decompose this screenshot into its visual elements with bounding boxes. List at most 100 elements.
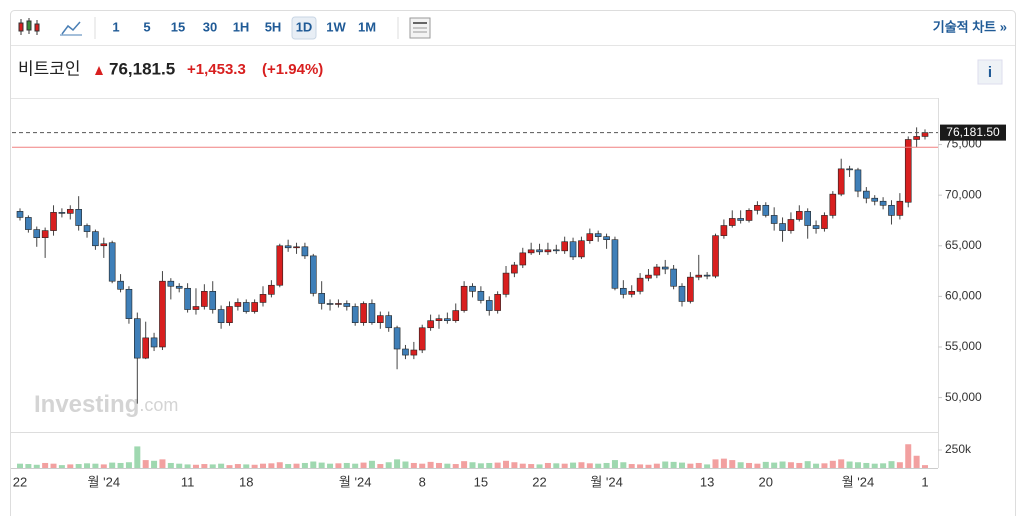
interval-button[interactable]: 1M <box>358 19 376 34</box>
x-tick-label: 월 '24 <box>842 474 875 489</box>
candle-icon[interactable] <box>18 18 40 35</box>
candle-body <box>754 204 761 211</box>
volume-bar <box>410 462 417 468</box>
candle-body <box>75 209 82 226</box>
interval-button[interactable]: 5H <box>265 19 282 34</box>
y-tick-label: 50,000 <box>945 390 982 404</box>
candle-body <box>888 204 895 216</box>
volume-bar <box>243 464 250 468</box>
volume-bar <box>922 465 928 468</box>
up-arrow <box>95 66 103 75</box>
volume-bar <box>913 455 920 468</box>
volume-bar <box>896 462 903 468</box>
candle-body <box>603 236 610 240</box>
volume-bar <box>84 463 91 468</box>
volume-bar <box>75 464 82 468</box>
interval-button[interactable]: 1D <box>296 19 313 34</box>
x-tick-label: 월 '24 <box>339 474 372 489</box>
candle-body <box>150 337 158 348</box>
volume-bar <box>653 463 660 468</box>
tech-chart-link[interactable]: 기술적 차트 » <box>933 19 1007 34</box>
candle-body <box>804 211 811 226</box>
layout-icon[interactable] <box>409 17 431 39</box>
volume-bar <box>720 458 727 468</box>
interval-button[interactable]: 1W <box>326 19 346 34</box>
interval-button[interactable]: 15 <box>171 19 185 34</box>
volume-bar <box>511 462 518 468</box>
volume-bar <box>561 463 568 468</box>
interval-selected <box>291 16 317 40</box>
candle-body <box>16 211 24 218</box>
volume-bar <box>251 464 258 468</box>
volume-bar <box>318 462 325 468</box>
volume-bar <box>637 464 644 468</box>
volume-bar <box>444 463 451 468</box>
volume-bar <box>829 460 836 468</box>
candle-body <box>762 204 770 216</box>
info-button[interactable] <box>977 59 1003 85</box>
candle-body <box>318 293 325 304</box>
candle-body <box>410 349 418 356</box>
volume-bar <box>695 462 702 468</box>
volume-bar <box>787 462 794 468</box>
volume-bar <box>662 461 669 468</box>
interval-button[interactable]: 1 <box>112 19 119 34</box>
volume-bar <box>352 463 359 468</box>
volume-bar <box>42 462 49 468</box>
candle-body <box>134 318 141 359</box>
candle-body <box>100 243 108 247</box>
y-tick-label: 65,000 <box>945 238 982 252</box>
volume-bar <box>402 461 409 468</box>
volume-bar <box>469 462 476 468</box>
candle-body <box>837 168 845 195</box>
candle-body <box>58 212 66 214</box>
info-label[interactable]: i <box>988 64 992 81</box>
candle-body <box>645 274 652 279</box>
x-tick-label: 13 <box>700 474 714 489</box>
candle-body <box>578 240 585 258</box>
interval-button[interactable]: 30 <box>203 19 217 34</box>
volume-bar <box>578 462 585 468</box>
volume-bar <box>201 464 208 468</box>
watermark-suffix: .com <box>139 395 178 415</box>
candle-body <box>720 225 728 236</box>
candle-body <box>117 280 124 290</box>
volume-bar <box>779 461 786 468</box>
volume-bar <box>528 464 535 468</box>
candle-body <box>184 287 191 310</box>
volume-bar <box>310 461 317 468</box>
candle-body <box>712 235 719 277</box>
candle-body <box>209 291 217 310</box>
volume-bar <box>854 462 861 468</box>
volume-bar <box>25 464 32 468</box>
candle-body <box>477 291 485 301</box>
volume-bar <box>394 459 401 468</box>
candle-body <box>50 212 57 231</box>
interval-button[interactable]: 1H <box>233 19 250 34</box>
volume-bar <box>385 462 392 468</box>
volume-bar <box>519 463 526 468</box>
candle-body <box>125 288 133 319</box>
y-tick-label: 55,000 <box>945 339 982 353</box>
candle-body <box>402 348 409 356</box>
volume-bar <box>134 446 141 468</box>
interval-button[interactable]: 5 <box>143 19 150 34</box>
candle-body <box>896 200 904 216</box>
candle-body <box>452 310 460 321</box>
x-tick-label: 22 <box>13 474 27 489</box>
line-icon[interactable] <box>60 21 82 36</box>
volume-bar <box>92 463 99 468</box>
volume-bar <box>503 460 510 468</box>
candle-body <box>879 200 887 206</box>
change-pct: (+1.94%) <box>262 61 323 78</box>
volume-bar <box>343 462 350 468</box>
volume-bar <box>595 463 602 468</box>
volume-bar <box>377 464 384 468</box>
candle-body <box>586 233 594 242</box>
candle-body <box>201 291 208 307</box>
volume-bar <box>804 461 811 468</box>
volume-bar <box>712 459 719 468</box>
watermark: Investing.com <box>34 391 178 418</box>
volume-bar <box>746 462 753 468</box>
candle-body <box>427 320 434 329</box>
